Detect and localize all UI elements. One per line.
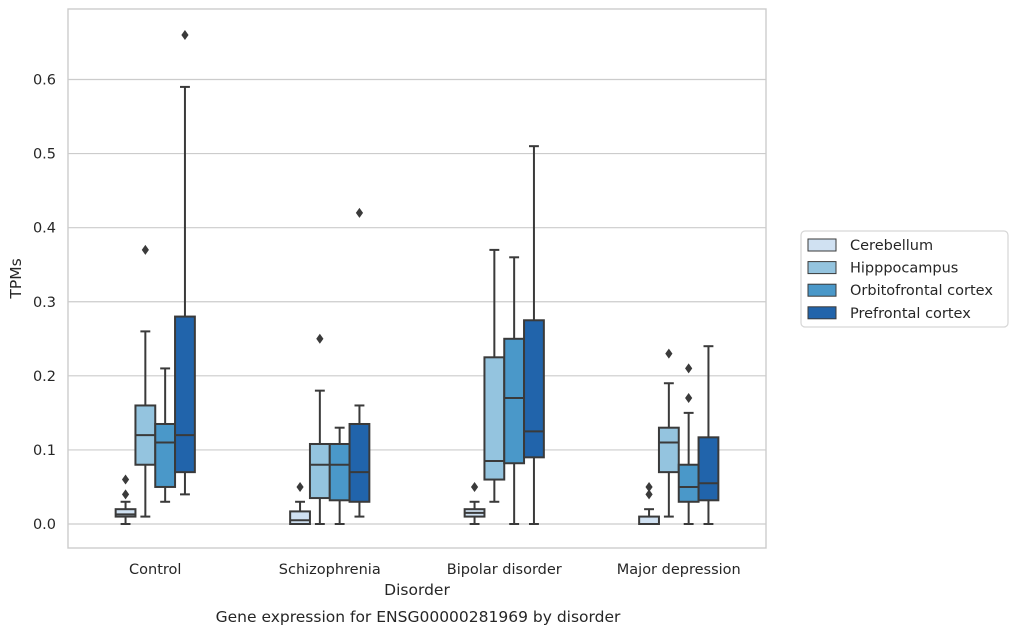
box-body [114,508,137,518]
outlier-point [316,333,324,344]
box-body [174,315,196,474]
box-body [523,319,545,459]
y-tick-label: 0.1 [33,443,56,459]
box-body [677,463,700,503]
y-tick-label: 0.4 [33,221,56,237]
box-cerebellum [638,481,660,526]
outlier-point [470,481,479,492]
box-body [697,436,720,502]
legend-swatch [807,261,837,275]
outlier-point [685,393,693,404]
legend-frame [800,230,1009,328]
y-tick-label: 0.6 [33,73,56,89]
y-tick-label: 0.5 [33,147,56,163]
legend-swatch [807,306,837,320]
outlier-point [141,244,149,255]
box-body [657,426,680,474]
box-hipppocampus [657,348,680,518]
box-hipppocampus [134,244,157,518]
box-body [638,515,660,526]
box-cerebellum [114,474,137,525]
box-body [503,337,526,465]
legend-label: Cerebellum [850,238,933,254]
outlier-point [121,474,130,485]
box-body [154,422,177,488]
box-orbitofrontal-cortex [503,256,526,525]
box-hipppocampus [483,248,506,503]
legend-swatch [807,283,837,297]
y-tick-labels: 0.0 0.1 0.2 0.3 0.4 0.5 0.6 [33,73,56,534]
legend-label: Hipppocampus [850,261,958,277]
chart-caption: Gene expression for ENSG00000281969 by d… [216,608,621,626]
box-cerebellum [289,481,311,525]
legend-label: Prefrontal cortex [850,306,971,322]
box-hipppocampus [308,333,331,525]
box-prefrontal-cortex [348,207,371,518]
x-tick-labels: Control Schizophrenia Bipolar disorder Majo… [129,562,741,578]
box-body [328,442,351,502]
x-tick-label: Control [129,562,181,578]
y-tick-label: 0.3 [33,295,56,311]
outlier-point [685,363,693,374]
plot-frame [67,8,767,549]
boxes [114,30,720,526]
legend-label: Orbitofrontal cortex [850,283,993,299]
y-tick-label: 0.0 [33,517,56,533]
outlier-point [121,489,130,500]
x-tick-label: Major depression [617,562,741,578]
legend: Cerebellum Hipppocampus Orbitofrontal cort… [800,230,1009,328]
box-prefrontal-cortex [697,345,720,525]
box-orbitofrontal-cortex [677,363,700,525]
y-tick-label: 0.2 [33,369,56,385]
outlier-point [645,481,653,492]
box-body [289,510,311,525]
box-prefrontal-cortex [523,145,545,525]
outlier-point [296,481,304,492]
box-cerebellum [463,481,486,525]
y-axis-label: TPMs [7,258,25,299]
x-tick-label: Bipolar disorder [447,562,562,578]
outlier-point [645,489,653,500]
outlier-point [355,207,364,218]
box-body [348,422,371,503]
legend-swatch [807,238,837,252]
box-orbitofrontal-cortex [328,426,351,525]
x-axis-label: Disorder [384,581,450,599]
x-tick-label: Schizophrenia [279,562,381,578]
box-prefrontal-cortex [174,30,196,496]
outlier-point [665,348,673,359]
box-body [308,442,331,500]
box-orbitofrontal-cortex [154,367,177,503]
outlier-point [181,30,189,41]
